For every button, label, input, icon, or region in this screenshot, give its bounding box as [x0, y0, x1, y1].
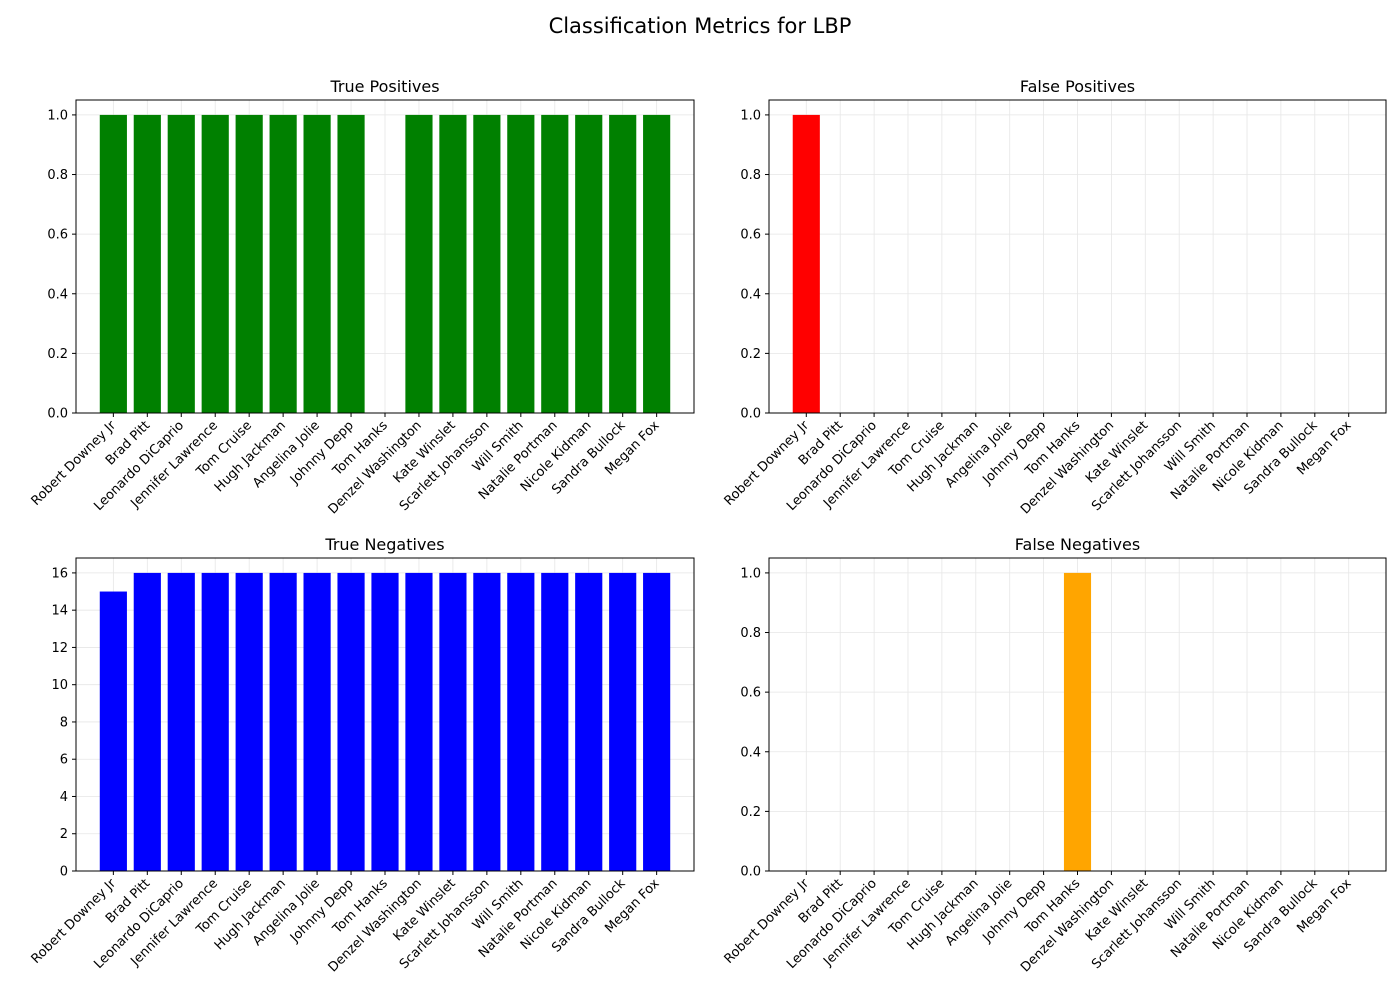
false-negatives-title: False Negatives: [1015, 535, 1140, 554]
true-positives-bar: [133, 114, 161, 414]
true-negatives-ytick-label: 0: [60, 865, 68, 880]
true-negatives-bar: [541, 572, 569, 871]
true-negatives-bar: [609, 572, 637, 871]
false-positives-ytick-label: 0.8: [740, 168, 761, 183]
false-negatives-ytick-label: 0.8: [740, 626, 761, 641]
true-negatives-bar: [269, 572, 297, 871]
true-positives-ytick-label: 0.4: [47, 287, 68, 302]
true-positives-ytick-label: 1.0: [47, 108, 68, 123]
true-negatives-bar: [133, 572, 161, 871]
true-negatives-ytick-label: 12: [51, 641, 68, 656]
true-negatives-bar: [167, 572, 195, 871]
true-positives-bar: [235, 114, 263, 414]
true-positives-bar: [405, 114, 433, 414]
true-negatives-ytick-label: 6: [60, 753, 68, 768]
true-positives-title: True Positives: [329, 77, 439, 96]
true-negatives-ytick-label: 10: [51, 678, 68, 693]
true-positives-bar: [201, 114, 229, 414]
true-negatives-ytick-label: 2: [60, 827, 68, 842]
true-positives-bar: [269, 114, 297, 414]
false-negatives-ytick-label: 1.0: [740, 566, 761, 581]
true-positives-bar: [473, 114, 501, 414]
false-positives-ytick-label: 0.6: [740, 228, 761, 243]
figure-title: Classification Metrics for LBP: [548, 14, 852, 38]
true-negatives-bar: [201, 572, 229, 871]
true-negatives-title: True Negatives: [324, 535, 444, 554]
true-positives-bar: [575, 114, 603, 414]
true-negatives-ytick-label: 8: [60, 715, 68, 730]
true-positives-bar: [609, 114, 637, 414]
false-positives-ytick-label: 0.4: [740, 287, 761, 302]
true-negatives-bar: [303, 572, 331, 871]
true-negatives-ytick-label: 14: [51, 604, 68, 619]
true-negatives-bar: [575, 572, 603, 871]
false-positives-bar: [792, 114, 820, 414]
true-negatives-ytick-label: 16: [51, 566, 68, 581]
true-positives-ytick-label: 0.0: [47, 407, 68, 422]
true-negatives-bar: [371, 572, 399, 871]
false-negatives-ytick-label: 0.4: [740, 745, 761, 760]
true-negatives-bar: [337, 572, 365, 871]
false-positives-ytick-label: 0.0: [740, 407, 761, 422]
true-positives-ytick-label: 0.2: [47, 347, 68, 362]
true-positives-bar: [507, 114, 535, 414]
false-negatives-ytick-label: 0.0: [740, 865, 761, 880]
true-positives-bar: [439, 114, 467, 414]
false-negatives-bar: [1063, 572, 1092, 871]
true-positives-bar: [167, 114, 195, 414]
true-positives-ytick-label: 0.6: [47, 228, 68, 243]
true-negatives-bar: [99, 591, 127, 871]
false-positives-ytick-label: 1.0: [740, 108, 761, 123]
true-negatives-bar: [643, 572, 671, 871]
true-positives-bar: [337, 114, 365, 414]
true-positives-ytick-label: 0.8: [47, 168, 68, 183]
true-negatives-bar: [235, 572, 263, 871]
true-negatives-bar: [439, 572, 467, 871]
true-positives-bar: [99, 114, 127, 414]
true-positives-bar: [541, 114, 569, 414]
true-negatives-bar: [473, 572, 501, 871]
false-positives-ytick-label: 0.2: [740, 347, 761, 362]
true-negatives-bar: [507, 572, 535, 871]
true-negatives-ytick-label: 4: [60, 790, 68, 805]
false-negatives-ytick-label: 0.2: [740, 805, 761, 820]
false-positives-title: False Positives: [1020, 77, 1135, 96]
true-positives-bar: [643, 114, 671, 414]
true-positives-bar: [303, 114, 331, 414]
false-negatives-ytick-label: 0.6: [740, 686, 761, 701]
true-negatives-bar: [405, 572, 433, 871]
